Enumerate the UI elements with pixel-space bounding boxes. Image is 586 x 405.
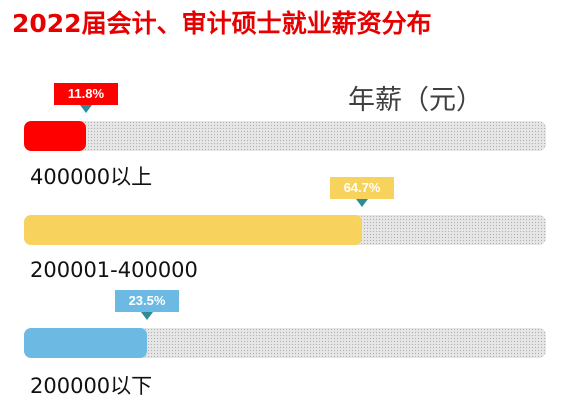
bar-2 [24, 215, 362, 245]
bar-1 [24, 121, 86, 151]
bar-track-2 [24, 215, 546, 245]
bar-track-3 [24, 328, 546, 358]
value-label-1: 11.8% [54, 83, 118, 105]
unit-label: 年薪（元） [348, 85, 483, 116]
pointer-icon [80, 105, 92, 113]
value-label-2: 64.7% [330, 177, 394, 199]
value-label-3: 23.5% [115, 290, 179, 312]
chart-title: 2022届会计、审计硕士就业薪资分布 [12, 9, 432, 38]
pointer-icon [141, 312, 153, 320]
category-label-3: 200000以下 [30, 374, 153, 398]
pointer-icon [356, 199, 368, 207]
bar-3 [24, 328, 147, 358]
category-label-1: 400000以上 [30, 165, 153, 189]
category-label-2: 200001-400000 [30, 258, 198, 282]
bar-track-1 [24, 121, 546, 151]
